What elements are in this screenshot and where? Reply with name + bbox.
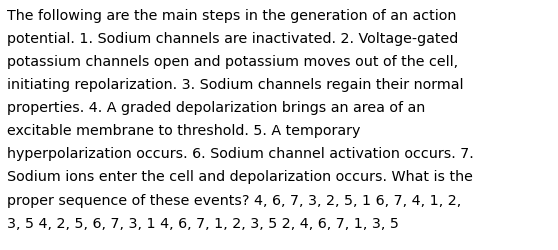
Text: initiating repolarization. 3. Sodium channels regain their normal: initiating repolarization. 3. Sodium cha… xyxy=(7,78,464,92)
Text: proper sequence of these events? 4, 6, 7, 3, 2, 5, 1 6, 7, 4, 1, 2,: proper sequence of these events? 4, 6, 7… xyxy=(7,193,461,207)
Text: excitable membrane to threshold. 5. A temporary: excitable membrane to threshold. 5. A te… xyxy=(7,124,360,138)
Text: potassium channels open and potassium moves out of the cell,: potassium channels open and potassium mo… xyxy=(7,55,458,69)
Text: hyperpolarization occurs. 6. Sodium channel activation occurs. 7.: hyperpolarization occurs. 6. Sodium chan… xyxy=(7,147,474,161)
Text: properties. 4. A graded depolarization brings an area of an: properties. 4. A graded depolarization b… xyxy=(7,101,426,115)
Text: The following are the main steps in the generation of an action: The following are the main steps in the … xyxy=(7,9,456,23)
Text: Sodium ions enter the cell and depolarization occurs. What is the: Sodium ions enter the cell and depolariz… xyxy=(7,170,473,184)
Text: potential. 1. Sodium channels are inactivated. 2. Voltage-gated: potential. 1. Sodium channels are inacti… xyxy=(7,32,459,46)
Text: 3, 5 4, 2, 5, 6, 7, 3, 1 4, 6, 7, 1, 2, 3, 5 2, 4, 6, 7, 1, 3, 5: 3, 5 4, 2, 5, 6, 7, 3, 1 4, 6, 7, 1, 2, … xyxy=(7,216,399,230)
